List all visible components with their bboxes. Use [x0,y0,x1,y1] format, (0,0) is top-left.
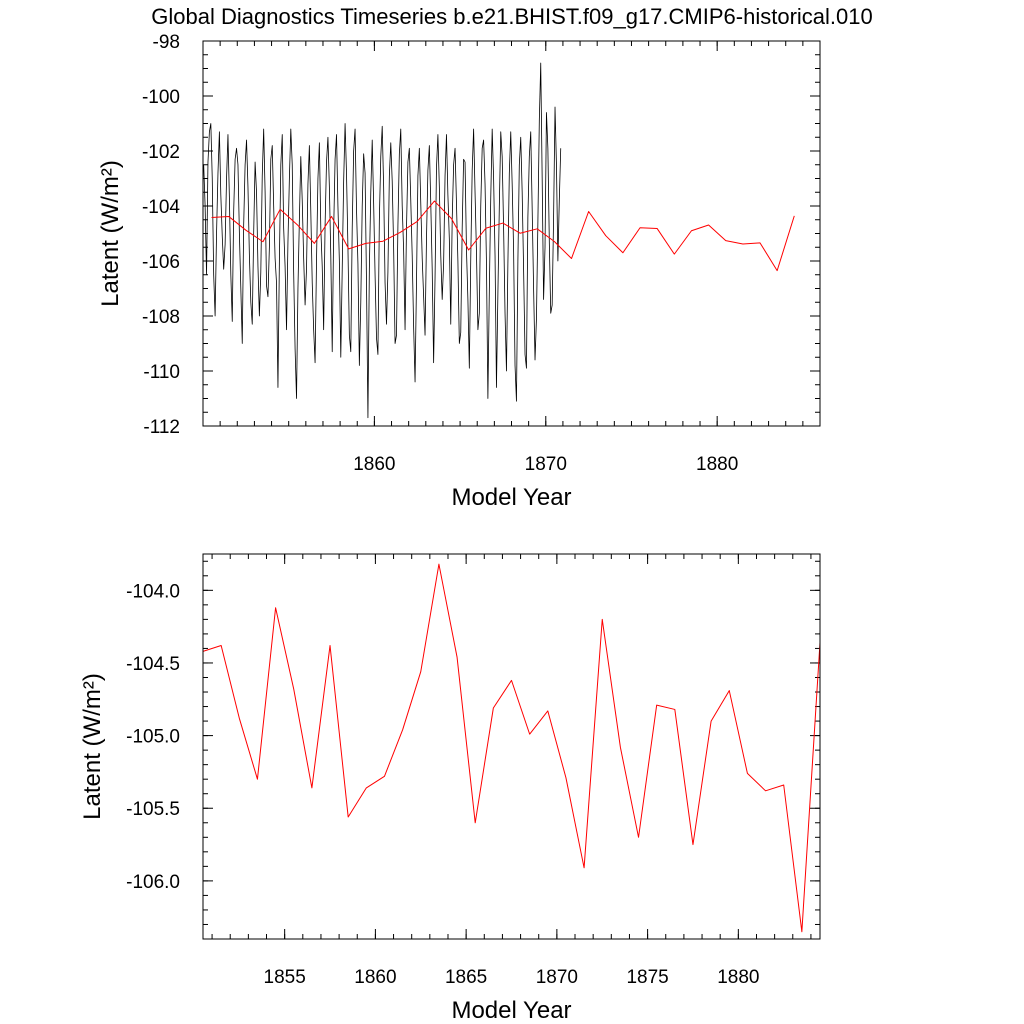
panel-2-tick-labels: 1855 1860 1865 1870 1875 1880 -104.0 -104.5 -105… [126,581,759,988]
monthly-series-line [203,62,562,419]
x-tick-label: 1860 [354,967,396,988]
y-tick-label: -102 [142,142,180,163]
annual-mean-panel: 1855 1860 1865 1870 1875 1880 -104.0 -104.5 -105… [79,553,821,1024]
panel-2-y-axis-label: Latent (W/m²) [79,673,106,820]
annual-mean-series-line [202,563,821,933]
x-tick-label: 1870 [525,454,567,475]
figure-title: Global Diagnostics Timeseries b.e21.BHIS… [151,4,872,29]
y-tick-label: -110 [143,362,180,383]
y-tick-label: -98 [153,32,180,53]
panel-1-tick-labels: 1860 1870 1880 -98 -100 -102 -104 -106 -108 -110 -… [142,32,738,475]
y-tick-label: -105.5 [126,799,180,820]
x-tick-label: 1855 [264,967,306,988]
x-tick-label: 1880 [717,967,759,988]
panel-2-plot-frame [202,553,821,940]
monthly-timeseries-panel: 1860 1870 1880 -98 -100 -102 -104 -106 -108 -110 -… [97,32,821,511]
panel-2-series [202,563,821,933]
panel-2-ticks [203,554,820,940]
x-tick-label: 1870 [536,967,578,988]
panel-2-x-axis-label: Model Year [451,997,571,1024]
y-tick-label: -100 [142,87,180,108]
y-tick-label: -108 [142,307,180,328]
y-tick-label: -106.0 [126,872,180,893]
y-tick-label: -112 [143,417,180,438]
x-tick-label: 1875 [626,967,668,988]
panel-1-x-axis-label: Model Year [451,484,571,511]
y-tick-label: -106 [142,252,180,273]
y-tick-label: -105.0 [126,727,180,748]
y-tick-label: -104 [142,197,180,218]
x-tick-label: 1865 [445,967,487,988]
x-tick-label: 1880 [696,454,738,475]
panel-1-ticks [202,40,821,427]
annual-mean-series-line [211,200,795,272]
panel-1-y-axis-label: Latent (W/m²) [97,160,124,307]
x-tick-label: 1860 [353,454,395,475]
y-tick-label: -104.5 [126,654,180,675]
panel-1-plot-frame [202,40,821,427]
panel-1-series [203,62,795,419]
y-tick-label: -104.0 [126,581,180,602]
